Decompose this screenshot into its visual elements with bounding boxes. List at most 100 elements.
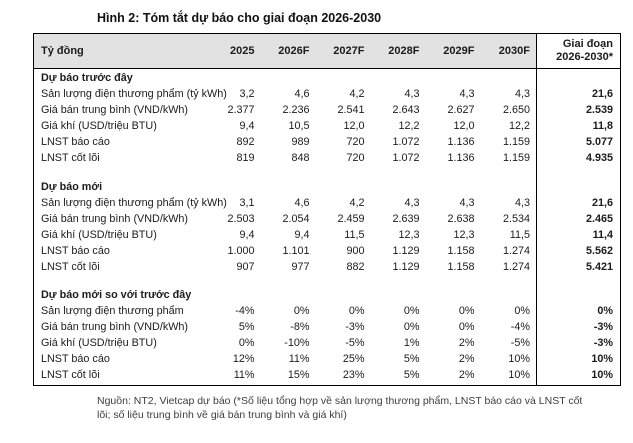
cell-value: 15% (287, 369, 310, 381)
cell-value: 10% (508, 353, 530, 365)
table-row: LNST báo cáo 1.000 1.101 900 1.129 1.158 1.274… (34, 243, 621, 259)
cell-value: 2.377 (227, 104, 255, 116)
source-note: Nguồn: NT2, Vietcap dự báo (*Số liệu tổn… (97, 395, 583, 422)
cell-value: 819 (236, 152, 255, 164)
row-label: LNST cốt lõi (41, 260, 100, 273)
cell-period-value: 4.935 (536, 150, 621, 167)
row-label: Sản lượng điện thương phẩm (41, 305, 184, 317)
row-label: LNST cốt lõi (41, 152, 100, 164)
cell-value: -4% (235, 305, 255, 317)
column-header-2030f: 2030F (480, 33, 537, 69)
cell-value: -5% (345, 337, 365, 349)
cell-value: 10% (508, 369, 530, 381)
cell-value: 12,3 (453, 228, 475, 241)
column-header-2028f: 2028F (370, 33, 426, 69)
column-header-2026f: 2026F (260, 33, 316, 69)
section-heading-row: Dự báo mới so với trước đây (34, 275, 621, 304)
cell-value: 1.136 (447, 152, 475, 164)
table-row: Giá bán trung bình (VND/kWh) 2.377 2.236 2.… (34, 102, 621, 119)
cell-value: 12,0 (453, 120, 475, 132)
section-heading-row: Dự báo trước đây (34, 68, 621, 87)
section-heading: Dự báo mới so với trước đây (41, 289, 192, 301)
cell-value: 2% (458, 369, 475, 381)
cell-value: 9,4 (239, 120, 255, 132)
cell-value: 1.274 (502, 260, 530, 273)
cell-value: -10% (284, 337, 310, 349)
column-header-2027f: 2027F (315, 33, 371, 69)
section-heading: Dự báo mới (41, 180, 103, 193)
cell-value: 23% (342, 369, 365, 381)
cell-period-value: 5.562 (536, 243, 621, 259)
cell-value: 0% (403, 305, 420, 317)
period-header-line2: 2026-2030* (556, 51, 613, 63)
cell-value: 2.534 (502, 212, 530, 225)
table-row: LNST báo cáo 892 989 720 1.072 1.136 1.159 5.07… (34, 134, 621, 151)
cell-value: 10,5 (288, 120, 310, 132)
table-row: Giá bán trung bình (VND/kWh) 2.503 2.054 2.… (34, 211, 621, 227)
cell-value: 4,3 (404, 196, 420, 209)
cell-value: 2.503 (227, 212, 255, 225)
row-label: LNST báo cáo (41, 353, 110, 365)
cell-value: 9,4 (239, 228, 255, 241)
cell-value: 11,5 (344, 228, 365, 241)
cell-value: 989 (291, 136, 310, 148)
cell-value: 9,4 (294, 228, 310, 241)
cell-value: 0% (293, 305, 310, 317)
cell-value: 12,2 (508, 120, 530, 132)
cell-value: 1.129 (392, 260, 420, 273)
cell-value: 720 (346, 152, 365, 164)
cell-period-value: -3% (536, 319, 621, 336)
cell-value: 2.054 (282, 212, 310, 225)
table-row: Giá khí (USD/triệu BTU) 0% -10% -5% 1% 2% -5% -… (34, 335, 621, 352)
cell-value: 977 (291, 260, 310, 273)
row-label: Giá bán trung bình (VND/kWh) (41, 212, 189, 225)
cell-value: 0% (348, 305, 365, 317)
cell-period-value: 5.077 (536, 134, 621, 151)
cell-value: 0% (458, 305, 475, 317)
cell-value: 4,2 (349, 196, 365, 209)
cell-value: 1.158 (447, 244, 475, 257)
table-header-row: Tỷ đồng 2025 2026F 2027F 2028F 2029F 203… (33, 33, 621, 69)
cell-value: 1.072 (392, 136, 420, 148)
cell-value: -3% (345, 321, 365, 333)
cell-value: 4,3 (514, 196, 530, 209)
cell-value: 4,3 (404, 88, 420, 100)
cell-value: 1.158 (447, 260, 475, 273)
cell-value: 4,3 (514, 88, 530, 100)
cell-value: 4,2 (349, 88, 365, 100)
column-header-period: Giai đoạn 2026-2030* (536, 33, 621, 69)
cell-value: -4% (510, 321, 530, 333)
row-label: LNST báo cáo (41, 136, 110, 148)
cell-period-value: 21,6 (536, 195, 621, 211)
cell-value: 11% (288, 353, 310, 365)
row-label: Giá khí (USD/triệu BTU) (41, 120, 157, 132)
cell-period-value: 5.421 (536, 259, 621, 275)
row-label: LNST cốt lõi (41, 369, 100, 381)
cell-value: 1.129 (392, 244, 420, 257)
cell-value: 1.101 (282, 244, 310, 257)
cell-value: 720 (346, 136, 365, 148)
cell-value: 0% (403, 321, 420, 333)
cell-value: 1.159 (502, 152, 530, 164)
cell-value: 11% (233, 369, 255, 381)
cell-value: 12,0 (343, 120, 365, 132)
figure-title: Hình 2: Tóm tắt dự báo cho giai đoạn 202… (97, 11, 382, 25)
cell-value: 2% (458, 337, 475, 349)
row-label: Sản lượng điện thương phẩm (tỷ kWh) (41, 196, 227, 209)
row-label: Giá khí (USD/triệu BTU) (41, 337, 157, 349)
cell-value: 2.650 (502, 104, 530, 116)
section-heading-row: Dự báo mới (34, 166, 621, 195)
section-heading-period-spacer (536, 275, 621, 304)
forecast-table: Tỷ đồng 2025 2026F 2027F 2028F 2029F 203… (33, 33, 621, 386)
cell-period-value: 10% (536, 351, 621, 368)
cell-value: 848 (291, 152, 310, 164)
cell-value: 5% (403, 353, 420, 365)
row-label: Giá khí (USD/triệu BTU) (41, 228, 157, 241)
cell-value: 1.136 (447, 136, 475, 148)
cell-value: 5% (403, 369, 420, 381)
period-header-line1: Giai đoạn (562, 38, 613, 50)
table-row: LNST cốt lõi 907 977 882 1.129 1.158 1.274 5.42… (34, 259, 621, 275)
table-row: Giá khí (USD/triệu BTU) 9,4 9,4 11,5 12,3 12,… (34, 227, 621, 243)
cell-value: 1.072 (392, 152, 420, 164)
cell-value: -5% (510, 337, 530, 349)
